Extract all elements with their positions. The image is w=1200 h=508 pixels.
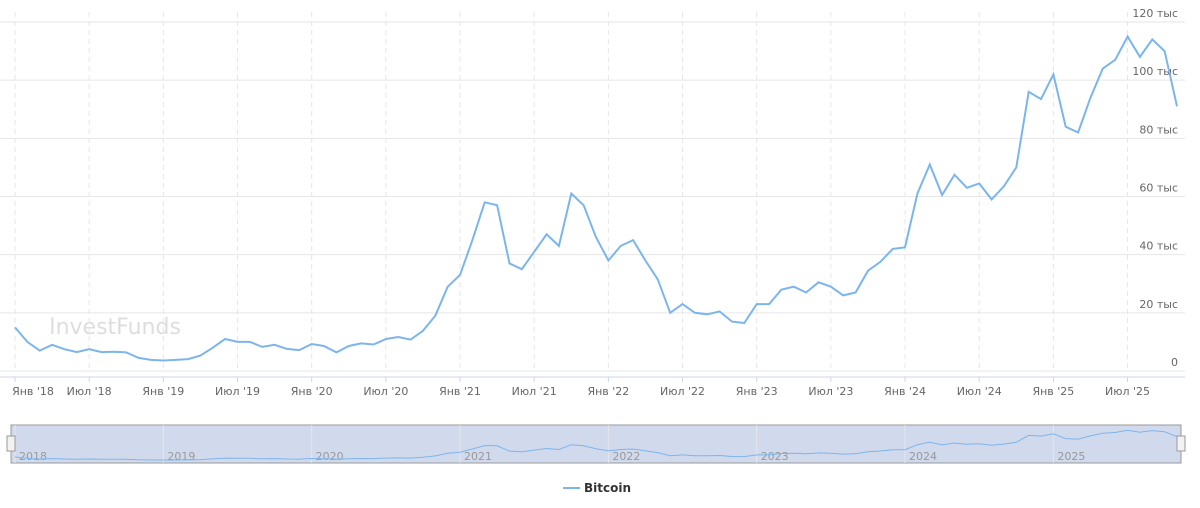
navigator-handle[interactable] xyxy=(6,435,16,452)
y-tick-label: 80 тыс xyxy=(1139,123,1178,136)
navigator-handle[interactable] xyxy=(1176,435,1186,452)
x-tick-label: Янв '22 xyxy=(587,385,629,398)
navigator-line xyxy=(14,429,1178,461)
x-tick-label: Янв '18 xyxy=(12,385,54,398)
x-tick-label: Июл '23 xyxy=(808,385,853,398)
x-tick-label: Янв '25 xyxy=(1032,385,1074,398)
x-tick-label: Июл '22 xyxy=(660,385,705,398)
x-tick-label: Июл '19 xyxy=(215,385,260,398)
x-tick-label: Янв '20 xyxy=(291,385,333,398)
navigator-tick-label: 2024 xyxy=(909,450,937,463)
navigator xyxy=(10,424,1182,464)
navigator-tick-label: 2020 xyxy=(316,450,344,463)
y-tick-label: 40 тыс xyxy=(1139,240,1178,253)
y-tick-label: 20 тыс xyxy=(1139,298,1178,311)
x-tick-label: Янв '19 xyxy=(142,385,184,398)
y-tick-label: 120 тыс xyxy=(1132,7,1178,20)
navigator-tick-label: 2019 xyxy=(167,450,195,463)
x-tick-label: Июл '20 xyxy=(363,385,408,398)
x-tick-label: Янв '21 xyxy=(439,385,481,398)
series-line xyxy=(14,34,1178,362)
x-tick-label: Июл '21 xyxy=(512,385,557,398)
y-tick-label: 100 тыс xyxy=(1132,65,1178,78)
y-tick-label: 60 тыс xyxy=(1139,182,1178,195)
x-tick-label: Июл '25 xyxy=(1105,385,1150,398)
legend-label[interactable]: Bitcoin xyxy=(584,481,631,495)
x-tick-label: Июл '18 xyxy=(67,385,112,398)
x-tick-label: Янв '24 xyxy=(884,385,926,398)
navigator-tick-label: 2023 xyxy=(761,450,789,463)
navigator-tick-label: 2021 xyxy=(464,450,492,463)
x-tick-label: Янв '23 xyxy=(736,385,778,398)
watermark: InvestFunds xyxy=(49,315,181,340)
navigator-tick-label: 2018 xyxy=(19,450,47,463)
navigator-tick-label: 2022 xyxy=(612,450,640,463)
navigator-tick-label: 2025 xyxy=(1057,450,1085,463)
x-tick-label: Июл '24 xyxy=(957,385,1002,398)
y-tick-label: 0 xyxy=(1171,356,1178,369)
